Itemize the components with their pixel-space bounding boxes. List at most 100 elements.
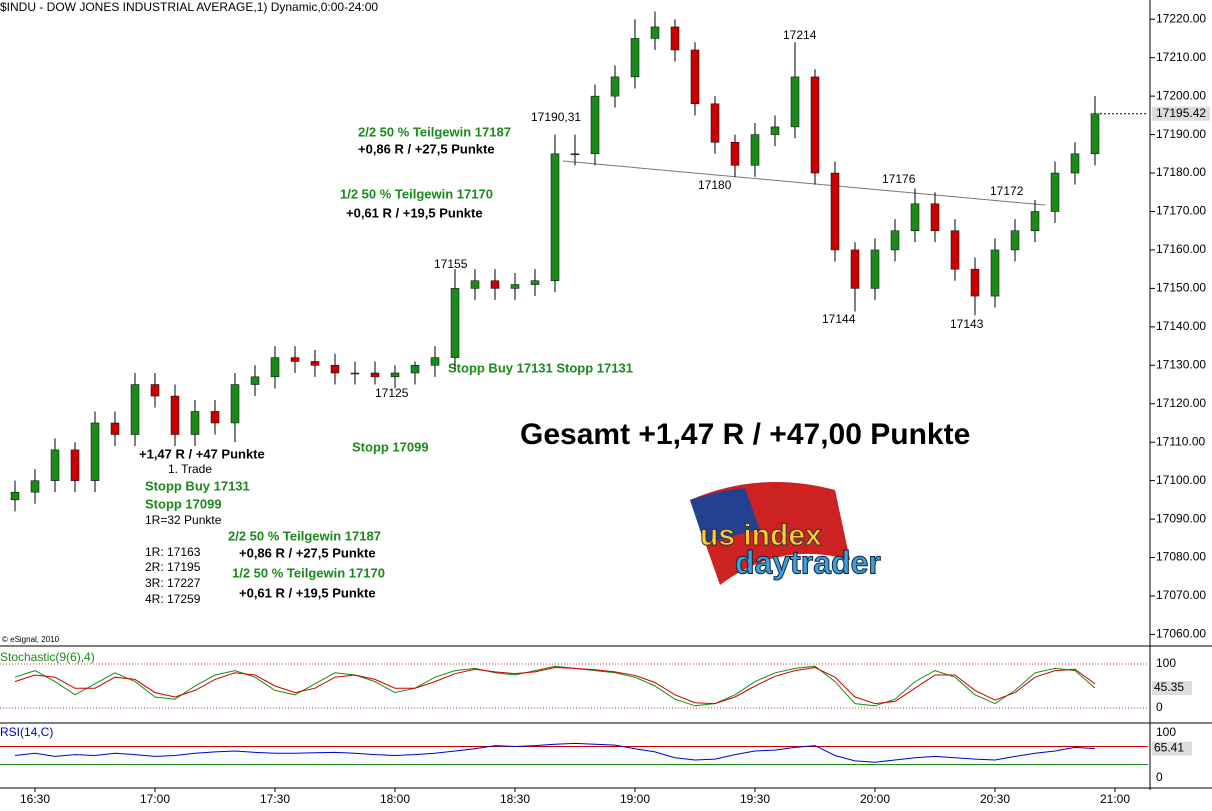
last-value-box: [1152, 741, 1192, 756]
annotation: Stopp Buy 17131 Stopp 17131: [448, 360, 633, 375]
candle-body: [790, 76, 800, 128]
candle-body: [350, 372, 360, 375]
y-tick-label: 17220.00: [1156, 11, 1206, 25]
candle-body: [690, 49, 700, 105]
candle-body: [850, 249, 860, 289]
annotation: +0,86 R / +27,5 Punkte: [239, 545, 376, 560]
candle-body: [430, 357, 440, 366]
x-tick-label: 17:00: [140, 792, 170, 806]
y-tick-label: 100: [1156, 656, 1176, 670]
annotation: +0,86 R / +27,5 Punkte: [358, 141, 495, 156]
y-tick-label: 17080.00: [1156, 550, 1206, 564]
annotation: 17180: [698, 178, 732, 192]
candle-body: [510, 284, 520, 289]
credit: © eSignal, 2010: [2, 635, 60, 644]
x-tick-label: 16:30: [20, 792, 50, 806]
candle-body: [490, 280, 500, 289]
annotation: Stopp Buy 17131: [145, 478, 250, 493]
panel-label: Stochastic(9(6),4): [0, 650, 95, 664]
last-value-label: 65.41: [1154, 741, 1184, 755]
candle-body: [990, 249, 1000, 297]
panel-label: RSI(14,C): [0, 725, 53, 739]
x-tick-label: 19:00: [620, 792, 650, 806]
indicator-line: [14, 667, 1096, 705]
y-tick-label: 17130.00: [1156, 357, 1206, 371]
candle-body: [530, 280, 540, 285]
annotation: +1,47 R / +47 Punkte: [139, 446, 265, 461]
annotation: 17214: [783, 28, 817, 42]
candle-body: [590, 95, 600, 155]
y-tick-label: 17140.00: [1156, 319, 1206, 333]
annotation: 1/2 50 % Teilgewin 17170: [340, 186, 493, 201]
y-tick-label: 17170.00: [1156, 204, 1206, 218]
logo-text: us index: [700, 519, 822, 552]
x-tick-label: 17:30: [260, 792, 290, 806]
annotation: 1/2 50 % Teilgewin 17170: [232, 565, 385, 580]
annotation: 17172: [990, 184, 1024, 198]
candle-body: [610, 76, 620, 97]
candle-body: [630, 38, 640, 78]
candle-body: [730, 142, 740, 166]
candle-body: [1090, 113, 1100, 155]
annotation: 2/2 50 % Teilgewin 17187: [358, 124, 511, 139]
last-price-box: [1152, 106, 1210, 121]
y-tick-label: 17100.00: [1156, 473, 1206, 487]
candle-body: [70, 449, 80, 481]
candle-body: [750, 134, 760, 166]
candle-body: [1070, 153, 1080, 174]
indicator-line: [14, 742, 1096, 763]
candle-body: [170, 395, 180, 435]
candle-body: [10, 491, 20, 501]
x-tick-label: 20:00: [860, 792, 890, 806]
candle-body: [910, 203, 920, 231]
annotation: +0,61 R / +19,5 Punkte: [346, 205, 483, 220]
annotation: 2R: 17195: [145, 560, 201, 574]
x-tick-label: 19:30: [740, 792, 770, 806]
flag-canton: [690, 488, 760, 545]
chart-title: $INDU - DOW JONES INDUSTRIAL AVERAGE,1) …: [0, 0, 378, 14]
x-tick-label: 18:30: [500, 792, 530, 806]
candle-body: [290, 357, 300, 362]
candle-body: [670, 26, 680, 51]
y-tick-label: 17190.00: [1156, 127, 1206, 141]
candle-body: [410, 365, 420, 374]
annotation: 17190,31: [531, 110, 581, 124]
indicator-line: [14, 665, 1096, 707]
summary: Gesamt +1,47 R / +47,00 Punkte: [520, 418, 970, 451]
candle-body: [1010, 230, 1020, 251]
candle-body: [830, 172, 840, 251]
candle-body: [570, 153, 580, 156]
y-tick-label: 17160.00: [1156, 242, 1206, 256]
candle-body: [50, 449, 60, 481]
y-tick-label: 17200.00: [1156, 88, 1206, 102]
candle-body: [710, 103, 720, 143]
last-value-label: 45.35: [1154, 680, 1184, 694]
annotation: 17144: [822, 312, 856, 326]
candle-body: [390, 372, 400, 378]
candle-body: [930, 203, 940, 231]
candle-body: [150, 384, 160, 397]
candle-body: [370, 372, 380, 378]
candle-body: [770, 126, 780, 135]
y-tick-label: 17120.00: [1156, 396, 1206, 410]
candle-body: [870, 249, 880, 289]
y-tick-label: 17070.00: [1156, 588, 1206, 602]
candle-body: [250, 376, 260, 385]
logo-text: daytrader: [735, 544, 881, 580]
y-tick-label: 17090.00: [1156, 511, 1206, 525]
candle-body: [270, 357, 280, 378]
annotation: 2/2 50 % Teilgewin 17187: [228, 528, 381, 543]
candle-body: [30, 480, 40, 493]
y-tick-label: 100: [1156, 725, 1176, 739]
y-tick-label: 17110.00: [1156, 434, 1205, 448]
candle-body: [230, 384, 240, 424]
candle-body: [1050, 172, 1060, 212]
annotation: Stopp 17099: [352, 439, 429, 454]
y-tick-label: 17210.00: [1156, 50, 1206, 64]
candle-body: [650, 26, 660, 39]
last-price-label: 17195.42: [1156, 106, 1206, 120]
annotation: +0,61 R / +19,5 Punkte: [239, 585, 376, 600]
annotation: 17143: [950, 317, 984, 331]
